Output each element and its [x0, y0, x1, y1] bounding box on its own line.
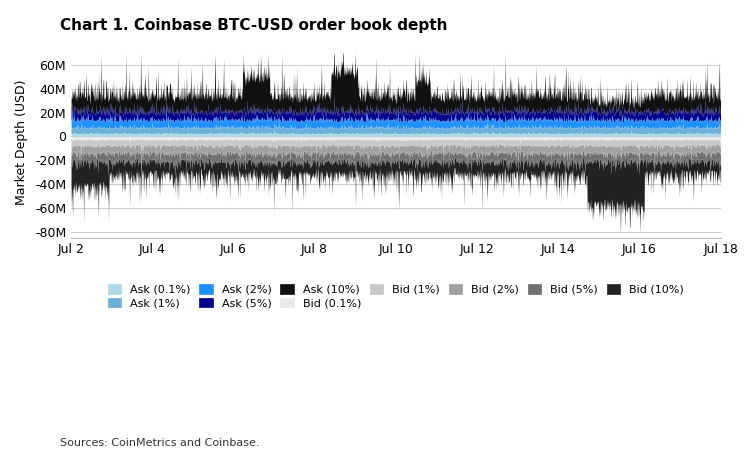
Text: Sources: CoinMetrics and Coinbase.: Sources: CoinMetrics and Coinbase. — [60, 439, 260, 448]
Text: Chart 1. Coinbase BTC-USD order book depth: Chart 1. Coinbase BTC-USD order book dep… — [60, 18, 448, 33]
Legend: Ask (0.1%), Ask (1%), Ask (2%), Ask (5%), Ask (10%), Bid (0.1%), Bid (1%), Bid (: Ask (0.1%), Ask (1%), Ask (2%), Ask (5%)… — [104, 280, 688, 313]
Y-axis label: Market Depth (USD): Market Depth (USD) — [15, 80, 28, 205]
